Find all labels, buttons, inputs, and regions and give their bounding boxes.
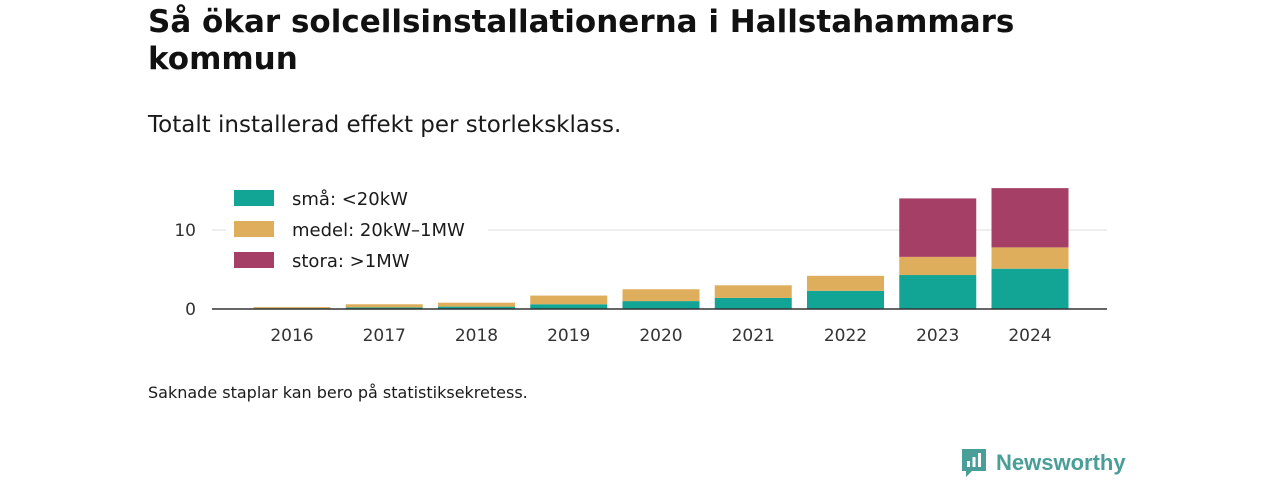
bar-segment [899,256,977,276]
legend-label: medel: 20kW–1MW [292,220,465,241]
newsworthy-logo-text: Newsworthy [996,450,1126,475]
y-tick-label: 10 [174,221,196,241]
legend-swatch [234,252,274,268]
bar-segment [991,268,1069,309]
newsworthy-logo[interactable]: Newsworthy [960,446,1126,480]
x-tick-label: 2018 [455,326,498,346]
bar-segment [530,295,608,305]
bar-segment [991,188,1069,248]
bar-segment [622,289,700,302]
x-tick-label: 2019 [547,326,590,346]
x-tick-label: 2017 [363,326,406,346]
bar-segment [807,290,884,309]
x-tick-label: 2021 [732,326,775,346]
bar-segment [714,285,792,298]
x-tick-label: 2020 [639,326,682,346]
bar-segment [438,302,515,307]
bar-segment [714,297,792,309]
x-tick-label: 2023 [916,326,959,346]
legend-label: stora: >1MW [292,251,410,272]
footnote: Saknade staplar kan bero på statistiksek… [148,383,528,402]
bar-segment [899,275,977,309]
legend-label: små: <20kW [292,189,408,210]
bar-segment [438,306,515,309]
bar-segment [345,304,423,308]
bar-segment [253,307,331,309]
legend-swatch [234,190,274,206]
bar-segment [807,275,884,291]
chart-subtitle: Totalt installerad effekt per storlekskl… [148,112,622,138]
bar-segment [345,307,423,309]
bar-segment [991,247,1069,269]
chart-title: Så ökar solcellsinstallationerna i Halls… [148,4,1015,77]
bar-segment [530,304,608,309]
x-tick-label: 2024 [1008,326,1051,346]
newsworthy-logo-icon [962,449,986,477]
legend-swatch [234,221,274,237]
x-tick-label: 2022 [824,326,867,346]
bar-segment [622,301,700,309]
stacked-bar-chart: 0 10 2016 2017 2018 2019 2020 2021 2022 2023 2024 s… [174,188,1107,346]
y-tick-label: 0 [185,300,196,320]
x-tick-label: 2016 [270,326,313,346]
bar-segment [899,198,977,257]
